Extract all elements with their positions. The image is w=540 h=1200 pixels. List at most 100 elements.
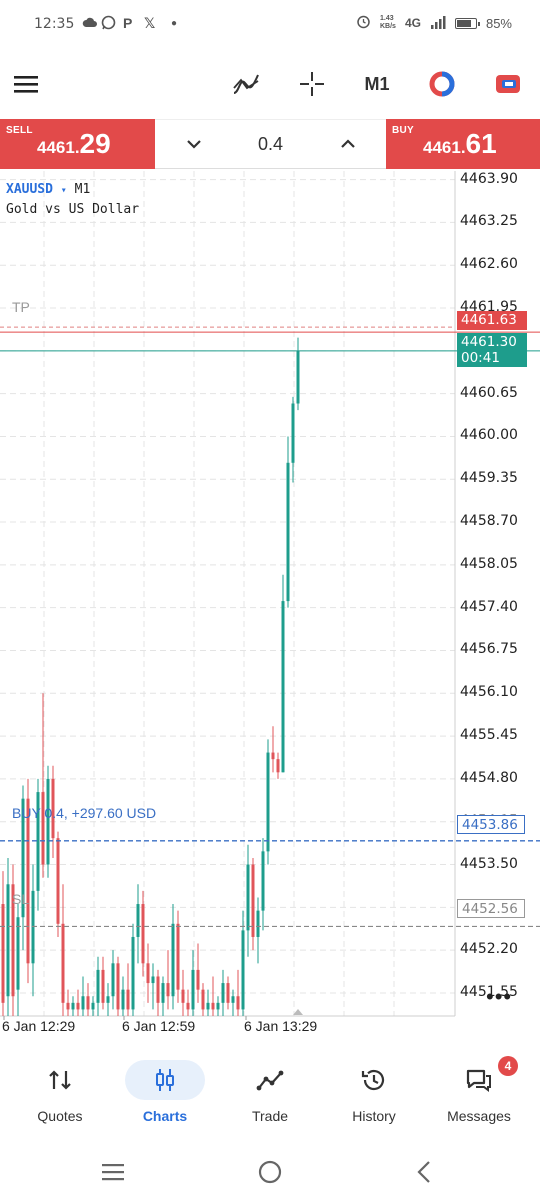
more-dots-icon[interactable]: ••• bbox=[486, 984, 513, 1009]
dot-icon: ● bbox=[171, 18, 178, 29]
symbol-dropdown-icon[interactable]: ▾ bbox=[60, 185, 67, 196]
candle-body bbox=[86, 996, 90, 1010]
one-click-trade-bar: SELL 4461.29 0.4 BUY 4461.61 bbox=[0, 119, 540, 171]
nav-messages[interactable]: 4 Messages bbox=[429, 1056, 529, 1130]
candle-body bbox=[46, 778, 50, 865]
candle-body bbox=[241, 930, 245, 1010]
bid-price-value: 4461.30 bbox=[461, 334, 517, 350]
battery-icon bbox=[454, 17, 480, 29]
candle-body bbox=[11, 884, 15, 997]
candle-body bbox=[266, 752, 270, 852]
candle-body bbox=[186, 1002, 190, 1010]
candle-body bbox=[281, 601, 285, 773]
status-bar: 12:35 P 𝕏 ● 1.43 KB/s 4G 85% bbox=[0, 0, 540, 48]
nav-trade[interactable]: Trade bbox=[220, 1060, 320, 1130]
candle-body bbox=[296, 350, 300, 404]
price-axis-label: 4456.10 bbox=[460, 684, 518, 701]
price-axis-label: 4452.20 bbox=[460, 941, 518, 958]
candle-body bbox=[1, 904, 5, 1003]
candle-body bbox=[251, 864, 255, 937]
one-click-trading-icon[interactable] bbox=[422, 66, 462, 102]
price-axis-label: 4454.80 bbox=[460, 769, 518, 786]
candle-body bbox=[146, 963, 150, 984]
battery-percent: 85% bbox=[485, 15, 512, 31]
nav-charts[interactable]: Charts bbox=[115, 1060, 215, 1130]
candle-body bbox=[61, 923, 65, 1003]
candle-body bbox=[201, 989, 205, 1010]
candle-body bbox=[261, 851, 265, 911]
volume-decrease-button[interactable] bbox=[179, 129, 209, 159]
candle-body bbox=[41, 792, 45, 865]
chart-symbol-description: Gold vs US Dollar bbox=[6, 202, 140, 217]
candle-body bbox=[76, 1002, 80, 1010]
time-axis-label: 6 Jan 13:29 bbox=[244, 1018, 318, 1034]
crosshair-icon[interactable] bbox=[294, 66, 330, 102]
tp-label: TP bbox=[12, 299, 30, 315]
candle-body bbox=[206, 1002, 210, 1010]
whatsapp-icon bbox=[101, 15, 116, 33]
candle-body bbox=[291, 403, 295, 463]
candle-body bbox=[221, 983, 225, 1003]
volume-input[interactable]: 0.4 bbox=[257, 134, 284, 154]
recents-icon[interactable] bbox=[100, 1161, 126, 1188]
candle-body bbox=[21, 798, 25, 918]
charts-candles-icon bbox=[125, 1060, 205, 1100]
candle-body bbox=[96, 969, 100, 1003]
time-axis-label: 6 Jan 12:59 bbox=[122, 1018, 196, 1034]
network-speed: 1.43 KB/s bbox=[380, 15, 396, 30]
signal-icon bbox=[430, 15, 446, 32]
indicators-icon[interactable] bbox=[228, 66, 264, 102]
nav-history[interactable]: History bbox=[324, 1060, 424, 1130]
sl-price-tag: 4452.56 bbox=[457, 899, 525, 918]
price-axis-label: 4463.25 bbox=[460, 213, 518, 230]
candle-body bbox=[191, 969, 195, 1010]
candle-body bbox=[131, 936, 135, 1010]
candle-body bbox=[286, 462, 290, 602]
position-label[interactable]: BUY 0.4, +297.60 USD bbox=[12, 805, 157, 821]
candle-body bbox=[211, 1002, 215, 1010]
back-chevron-icon[interactable] bbox=[414, 1159, 434, 1190]
quotes-arrows-icon bbox=[20, 1060, 100, 1100]
network-type: 4G bbox=[404, 16, 421, 30]
candle-body bbox=[276, 759, 280, 773]
volume-control: 0.4 bbox=[155, 119, 386, 169]
chart-symbol[interactable]: XAUUSD bbox=[6, 182, 53, 197]
candle-body bbox=[111, 963, 115, 997]
candle-body bbox=[256, 910, 260, 937]
history-clock-icon bbox=[334, 1060, 414, 1100]
candle-body bbox=[121, 989, 125, 1010]
buy-button[interactable]: BUY 4461.61 bbox=[386, 119, 540, 169]
messages-chat-icon: 4 bbox=[439, 1056, 519, 1100]
candle-body bbox=[16, 917, 20, 990]
candle-body bbox=[126, 989, 130, 1010]
price-axis-label: 4456.75 bbox=[460, 641, 518, 658]
candle-body bbox=[181, 989, 185, 1003]
timeframe-button[interactable]: M1 bbox=[364, 73, 390, 94]
price-axis-label: 4460.65 bbox=[460, 384, 518, 401]
chart-canvas[interactable] bbox=[0, 171, 540, 1046]
new-order-icon[interactable] bbox=[488, 66, 528, 102]
candle-body bbox=[106, 996, 110, 1003]
candle-body bbox=[226, 983, 230, 1003]
home-circle-icon[interactable] bbox=[257, 1159, 283, 1190]
ask-price-tag: 4461.63 bbox=[457, 311, 527, 330]
candle-body bbox=[196, 969, 200, 990]
candle-body bbox=[26, 798, 30, 964]
price-axis-label: 4451.55 bbox=[460, 983, 518, 1000]
candle-body bbox=[216, 1002, 220, 1010]
candle-body bbox=[91, 1002, 95, 1010]
candle-body bbox=[231, 996, 235, 1003]
alarm-icon bbox=[356, 14, 371, 32]
candle-body bbox=[136, 904, 140, 937]
candle-body bbox=[156, 976, 160, 1003]
candle-body bbox=[101, 969, 105, 1003]
price-chart[interactable]: XAUUSD ▾ M1 Gold vs US Dollar TP BUY 0.4… bbox=[0, 171, 540, 1046]
nav-quotes[interactable]: Quotes bbox=[10, 1060, 110, 1130]
volume-increase-button[interactable] bbox=[333, 129, 363, 159]
candle-body bbox=[236, 996, 240, 1010]
system-navigation bbox=[0, 1145, 540, 1200]
candle-body bbox=[161, 983, 165, 1003]
p-icon: P bbox=[123, 15, 133, 31]
hamburger-menu-icon[interactable] bbox=[10, 66, 42, 102]
sell-button[interactable]: SELL 4461.29 bbox=[0, 119, 155, 169]
